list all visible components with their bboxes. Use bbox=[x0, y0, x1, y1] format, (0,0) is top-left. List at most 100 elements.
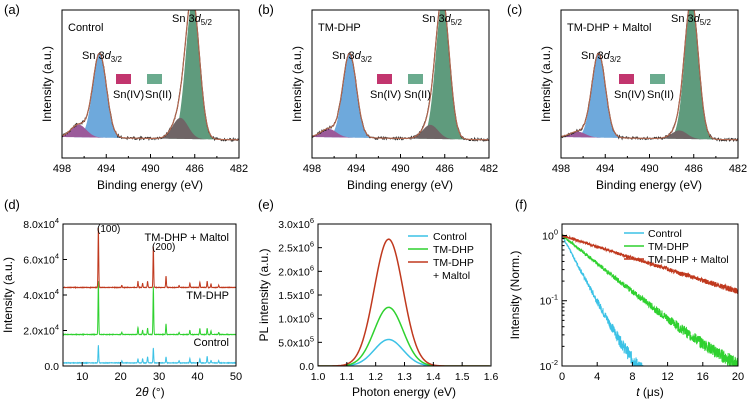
legend-label-control: Control bbox=[433, 231, 467, 243]
y-tick-label: 1.0x106 bbox=[278, 311, 314, 326]
x-tick-label: 40 bbox=[191, 371, 203, 383]
legend-label-sn4: Sn(IV) bbox=[370, 89, 401, 101]
legend-label-control: Control bbox=[648, 228, 682, 240]
y-axis-label: Intensity (Norm.) bbox=[508, 251, 522, 340]
y-tick-label: 1.5x106 bbox=[278, 287, 314, 302]
y-tick-label: 5.0x105 bbox=[278, 334, 314, 349]
y-tick-label: 0.0 bbox=[299, 361, 314, 373]
y-tick-label: 8.0x104 bbox=[23, 216, 59, 231]
sample-label: TM-DHP + Maltol bbox=[567, 22, 651, 34]
annotation-200: (200) bbox=[152, 242, 175, 253]
sample-label: Control bbox=[68, 22, 103, 34]
legend-label-sn2: Sn(II) bbox=[404, 89, 431, 101]
y-tick-label: 2.0x106 bbox=[278, 263, 314, 278]
series-label-control: Control bbox=[194, 337, 229, 349]
x-tick-label: 494 bbox=[347, 163, 365, 175]
y-tick-label: 0.0 bbox=[44, 361, 59, 373]
xrd-pattern-tmdhp-maltol bbox=[63, 227, 236, 289]
y-tick-label: 100 bbox=[542, 227, 558, 242]
x-ticks: 498 494 490 486 482 bbox=[303, 154, 498, 175]
x-tick-label: 482 bbox=[480, 163, 498, 175]
y-axis-label: Intensity (a.u.) bbox=[1, 257, 15, 333]
y-tick-label: 2.5x106 bbox=[278, 240, 314, 255]
x-tick-label: 10 bbox=[76, 371, 88, 383]
x-tick-label: 486 bbox=[186, 163, 204, 175]
sn32-component-area bbox=[561, 53, 738, 140]
sn4-component-a-area bbox=[62, 124, 239, 140]
legend-label-tmdhp-maltol: TM-DHP + Maltol bbox=[648, 254, 729, 266]
legend-label-tmdhp-maltol: TM-DHP bbox=[433, 257, 474, 269]
sn32-component-area bbox=[62, 53, 239, 140]
sn4-component-a-area bbox=[312, 128, 489, 140]
x-tick-label: 50 bbox=[230, 371, 242, 383]
y-ticks: 0.0 2.0x104 4.0x104 6.0x104 8.0x104 bbox=[23, 216, 67, 373]
x-axis-label: Photon energy (eV) bbox=[352, 385, 456, 399]
sn4-component-a-area bbox=[561, 131, 738, 140]
x-tick-label: 1.2 bbox=[368, 371, 383, 383]
x-tick-label: 1.0 bbox=[311, 371, 326, 383]
envelope-fit-line bbox=[561, 10, 738, 141]
x-tick-label: 30 bbox=[153, 371, 165, 383]
legend-label-sn4: Sn(IV) bbox=[113, 89, 144, 101]
legend-label-tmdhp: TM-DHP bbox=[433, 244, 474, 256]
panel-e-label: (e) bbox=[258, 197, 274, 212]
x-tick-label: 490 bbox=[391, 163, 409, 175]
y-tick-label: 3.0x106 bbox=[278, 216, 314, 231]
panel-b: (b) 498 494 490 486 482 TM-DHP Sn 3d3/2 Sn 3… bbox=[258, 2, 498, 192]
peak-label-sn52: Sn 3d5/2 bbox=[172, 13, 212, 27]
x-tick-label: 8 bbox=[629, 371, 635, 383]
decay-curve-tmdhp bbox=[562, 233, 738, 366]
panel-f-label: (f) bbox=[515, 197, 527, 212]
y-axis-label: Intensity (a.u.) bbox=[539, 46, 553, 122]
legend-label-tmdhp-maltol-line2: + Maltol bbox=[433, 270, 470, 282]
sn32-component-area bbox=[312, 53, 489, 140]
decay-curve-tmdhp-maltol bbox=[562, 233, 738, 294]
legend-swatch-sn4 bbox=[619, 74, 634, 84]
y-tick-label: 10-1 bbox=[540, 293, 558, 308]
legend-label-sn2: Sn(II) bbox=[145, 89, 172, 101]
x-tick-label: 490 bbox=[640, 163, 658, 175]
panel-b-label: (b) bbox=[258, 2, 274, 17]
y-tick-label: 4.0x104 bbox=[23, 287, 59, 302]
panel-a: (a) 498 494 490 486 482 Control Sn 3d3/2 Sn … bbox=[4, 2, 248, 192]
x-tick-label: 4 bbox=[594, 371, 600, 383]
x-tick-label: 490 bbox=[141, 163, 159, 175]
y-ticks: 0.0 5.0x105 1.0x106 1.5x106 2.0x106 2.5x106 3.… bbox=[278, 216, 322, 373]
y-axis-label: Intensity (a.u.) bbox=[40, 46, 54, 122]
x-axis-label: 2θ (°) bbox=[135, 385, 164, 399]
x-tick-label: 482 bbox=[230, 163, 248, 175]
series-label-tmdhp: TM-DHP bbox=[186, 290, 229, 302]
y-ticks: 10-2 10-1 100 bbox=[540, 227, 567, 373]
x-tick-label: 1.4 bbox=[426, 371, 441, 383]
legend-label-sn2: Sn(II) bbox=[647, 89, 674, 101]
xrd-pattern-tmdhp bbox=[63, 281, 236, 337]
x-tick-label: 486 bbox=[685, 163, 703, 175]
x-tick-label: 16 bbox=[697, 371, 709, 383]
x-axis-label: Binding energy (eV) bbox=[347, 178, 453, 192]
sample-label: TM-DHP bbox=[318, 22, 361, 34]
x-tick-label: 1.6 bbox=[484, 371, 499, 383]
x-ticks: 0 4 8 12 16 20 bbox=[559, 362, 744, 383]
x-tick-label: 494 bbox=[596, 163, 614, 175]
legend-swatch-sn2 bbox=[650, 74, 665, 84]
xrd-pattern-control bbox=[63, 345, 236, 365]
sn52-component-area bbox=[561, 10, 738, 140]
y-axis-label: Intensity (a.u.) bbox=[290, 46, 304, 122]
y-axis-label: PL intensity (a.u.) bbox=[257, 249, 271, 342]
x-ticks: 498 494 490 486 482 bbox=[552, 154, 747, 175]
envelope-fit-line bbox=[312, 10, 489, 141]
x-tick-label: 20 bbox=[115, 371, 127, 383]
x-tick-label: 20 bbox=[732, 371, 744, 383]
x-ticks: 1.0 1.1 1.2 1.3 1.4 1.5 1.6 bbox=[311, 362, 499, 383]
decay-curve-control bbox=[562, 234, 644, 366]
peak-label-sn32: Sn 3d3/2 bbox=[332, 50, 372, 64]
peak-label-sn52: Sn 3d5/2 bbox=[422, 13, 462, 27]
y-tick-label: 10-2 bbox=[540, 358, 558, 373]
x-tick-label: 1.5 bbox=[455, 371, 470, 383]
sn52-component-area bbox=[62, 10, 239, 140]
x-tick-label: 0 bbox=[559, 371, 565, 383]
x-ticks: 10 20 30 40 50 bbox=[76, 362, 242, 383]
panel-d-label: (d) bbox=[4, 197, 20, 212]
x-tick-label: 1.1 bbox=[340, 371, 355, 383]
